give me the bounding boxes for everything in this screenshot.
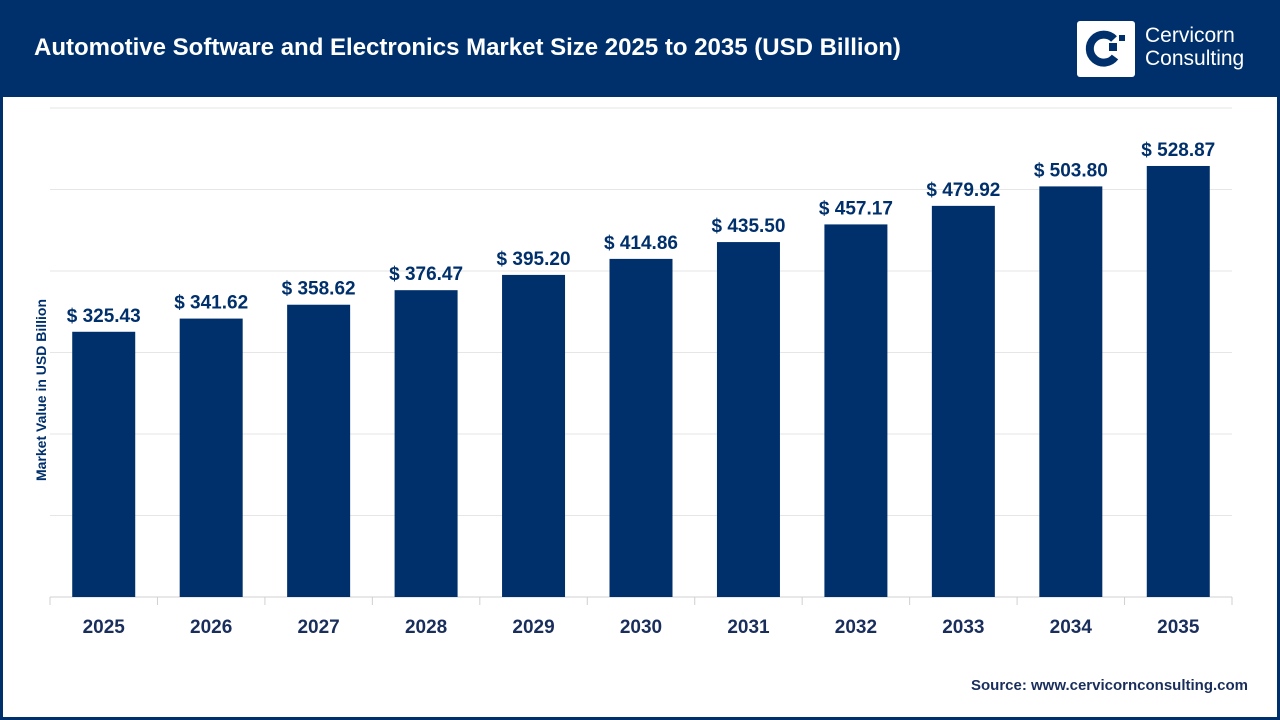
- bar-2032: [824, 224, 888, 598]
- header-banner: Automotive Software and Electronics Mark…: [0, 0, 1280, 97]
- data-label: $ 376.47: [389, 264, 463, 285]
- x-tick-label: 2027: [297, 617, 339, 638]
- data-label: $ 358.62: [282, 279, 356, 300]
- data-label: $ 341.62: [174, 293, 248, 314]
- cervicorn-logo-icon: [1077, 21, 1135, 77]
- bar-2030: [609, 258, 673, 597]
- x-tick-label: 2028: [405, 617, 447, 638]
- logo-text: Cervicorn Consulting: [1145, 24, 1244, 70]
- bar-2025: [72, 331, 136, 597]
- bar-2034: [1039, 186, 1103, 597]
- bar-2035: [1146, 165, 1210, 597]
- logo-text-line1: Cervicorn: [1145, 24, 1235, 47]
- x-tick-label: 2032: [835, 617, 877, 638]
- bar-2033: [931, 205, 995, 597]
- x-tick-label: 2033: [942, 617, 984, 638]
- bar-2031: [716, 242, 780, 597]
- x-tick-label: 2035: [1157, 617, 1200, 638]
- source-note: Source: www.cervicornconsulting.com: [970, 677, 1248, 694]
- x-tick-label: 2031: [727, 617, 770, 638]
- bar-2026: [179, 318, 243, 597]
- y-axis-label: Market Value in USD Billion: [33, 299, 49, 481]
- data-label: $ 435.50: [711, 216, 785, 237]
- data-label: $ 414.86: [604, 233, 678, 254]
- x-tick-label: 2029: [512, 617, 554, 638]
- x-tick-label: 2030: [620, 617, 662, 638]
- x-tick-label: 2025: [83, 617, 126, 638]
- bar-2028: [394, 290, 458, 597]
- data-label: $ 528.87: [1141, 140, 1215, 161]
- data-label: $ 503.80: [1034, 160, 1108, 181]
- data-label: $ 457.17: [819, 198, 893, 219]
- x-tick-label: 2034: [1050, 617, 1093, 638]
- logo-text-line2: Consulting: [1145, 47, 1245, 70]
- chart-title: Automotive Software and Electronics Mark…: [34, 34, 901, 61]
- data-label: $ 479.92: [926, 180, 1000, 201]
- data-label: $ 325.43: [67, 306, 141, 327]
- x-tick-label: 2026: [190, 617, 232, 638]
- bar-2027: [287, 304, 351, 597]
- data-label: $ 395.20: [497, 249, 571, 270]
- bar-2029: [502, 274, 566, 597]
